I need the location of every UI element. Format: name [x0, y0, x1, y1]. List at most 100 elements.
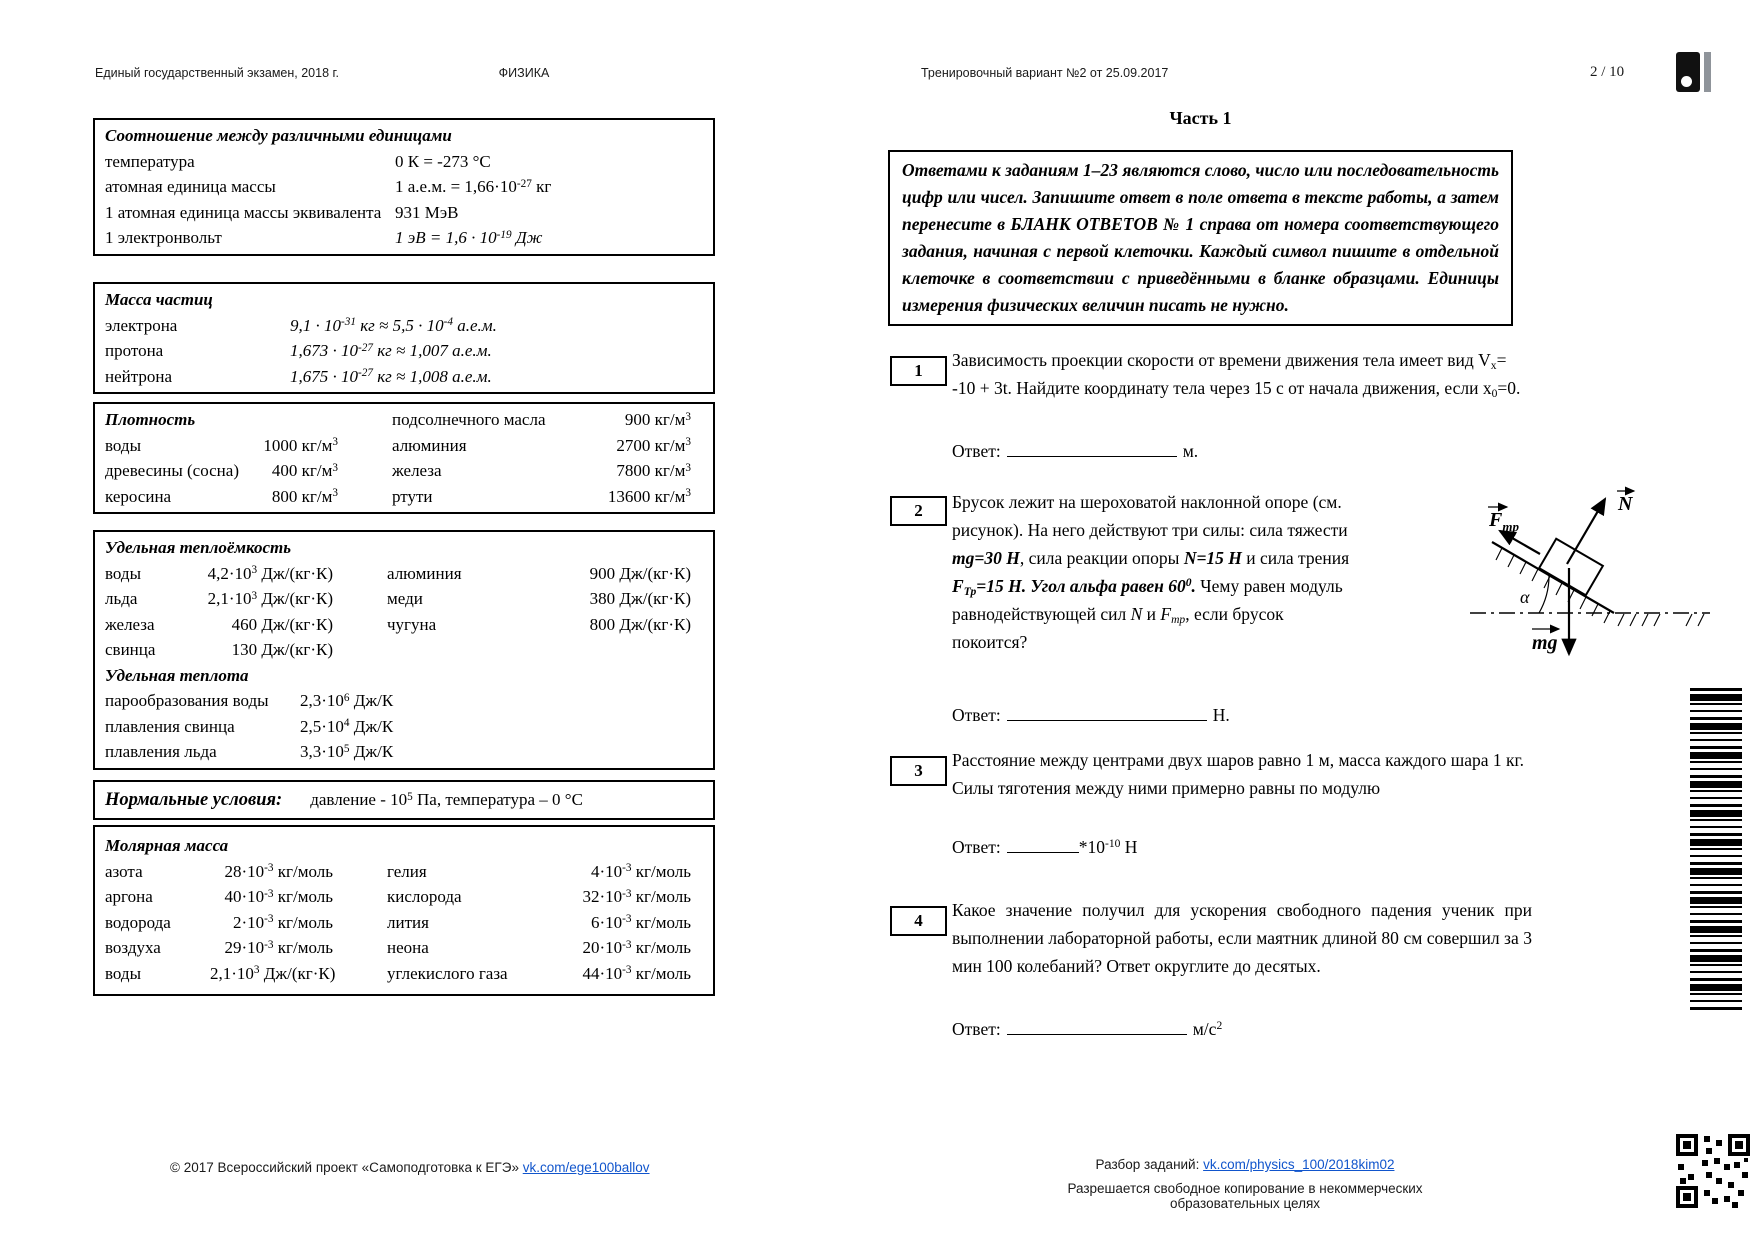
- row-label: чугуна: [387, 614, 437, 634]
- question-1-answer: Ответ: м.: [952, 438, 1198, 462]
- row-label: гелия: [387, 861, 427, 881]
- incline-hatching: [1495, 547, 1705, 627]
- question-2-text: Брусок лежит на шероховатой наклонной оп…: [952, 492, 1350, 652]
- alpha-arc: [1538, 575, 1550, 614]
- row-label: плавления свинца: [105, 716, 235, 736]
- normal-conditions-text: давление - 105 Па, температура – 0 °С: [310, 790, 583, 809]
- gravity-label: mg: [1532, 632, 1558, 654]
- normal-conditions-title: Нормальные условия:: [105, 790, 283, 810]
- row-value: 931 МэВ: [395, 202, 459, 222]
- footer-link-ege100ballov[interactable]: vk.com/ege100ballov: [522, 1160, 650, 1175]
- row-value: 2,5·104 Дж/К: [300, 716, 394, 736]
- force-friction-label: Fтр: [1488, 509, 1519, 534]
- row-value: 6·10-3 кг/моль: [590, 912, 691, 932]
- row-value: 400 кг/м3: [271, 461, 338, 480]
- footer-link-physics100[interactable]: vk.com/physics_100/2018kim02: [1203, 1157, 1395, 1172]
- part1-instruction-box: Ответами к заданиям 1–23 являются слово,…: [888, 150, 1513, 326]
- row-label: меди: [387, 589, 423, 608]
- row-label: железа: [392, 461, 442, 480]
- question-4-text: Какое значение получил для ускорения сво…: [952, 900, 1532, 976]
- row-value: 460 Дж/(кг·К): [231, 614, 333, 634]
- answer-blank: [1006, 438, 1177, 457]
- row-label: водорода: [105, 912, 171, 932]
- row-label: керосина: [105, 486, 172, 506]
- normal-vector: [1566, 497, 1607, 565]
- alpha-label: α: [1520, 587, 1530, 607]
- row-label: льда: [105, 589, 138, 608]
- particle-mass-table: Масса частиц электрона 9,1 · 10-31 кг ≈ 5…: [93, 282, 715, 394]
- row-label: 1 электронвольт: [105, 228, 222, 247]
- header-subject: ФИЗИКА: [498, 66, 550, 80]
- units-table-title: Соотношение между различными единицами: [105, 126, 452, 145]
- row-value: 9,1 · 10-31 кг ≈ 5,5 · 10-4 а.е.м.: [290, 315, 497, 335]
- row-label: кислорода: [387, 887, 462, 906]
- row-value: 1,673 · 10-27 кг ≈ 1,007 а.е.м.: [290, 341, 492, 360]
- answer-unit: *10-10 Н: [1078, 836, 1138, 857]
- row-label: воды: [105, 963, 141, 983]
- molar-mass-title: Молярная масса: [105, 836, 229, 855]
- answer-label: Ответ:: [952, 704, 1001, 725]
- row-label: аргона: [105, 887, 153, 906]
- barcode: [1690, 688, 1742, 1012]
- footer-copyright: © 2017 Всероссийский проект «Самоподгото…: [170, 1160, 650, 1175]
- row-label: алюминия: [392, 435, 467, 455]
- question-2-number: 2: [890, 496, 947, 526]
- row-label: плавления льда: [105, 742, 217, 761]
- footer-task-review: Разбор заданий: vk.com/physics_100/2018k…: [1095, 1157, 1395, 1172]
- row-value: 4·10-3 кг/моль: [590, 861, 691, 881]
- row-label: железа: [105, 614, 155, 634]
- units-table: Соотношение между различными единицами т…: [93, 118, 715, 256]
- particle-mass-title: Масса частиц: [105, 290, 213, 309]
- specific-heat-subtitle: Удельная теплота: [105, 665, 249, 685]
- question-3-text: Расстояние между центрами двух шаров рав…: [952, 750, 1525, 798]
- row-value: 1000 кг/м3: [263, 435, 338, 455]
- row-label: протона: [105, 341, 164, 360]
- density-title: Плотность: [105, 410, 196, 429]
- row-value: 800 кг/м3: [271, 486, 338, 506]
- row-label: воды: [105, 563, 141, 583]
- row-value: 2,1·103 Дж/(кг·К): [210, 963, 336, 983]
- row-value: 20·10-3 кг/моль: [582, 938, 691, 957]
- row-value: 3,3·105 Дж/К: [300, 742, 394, 761]
- incline-line: [1491, 541, 1615, 614]
- question-3-answer: Ответ: *10-10 Н: [952, 834, 1137, 858]
- row-label: воздуха: [105, 938, 161, 957]
- heat-capacity-title: Удельная теплоёмкость: [105, 538, 292, 557]
- row-value: 44·10-3 кг/моль: [582, 963, 691, 983]
- row-label: древесины (сосна): [105, 461, 239, 480]
- answer-label: Ответ:: [952, 836, 1001, 857]
- row-value: 800 Дж/(кг·К): [589, 614, 691, 634]
- logo-bar: [1704, 52, 1711, 92]
- header-exam-title: Единый государственный экзамен, 2018 г.: [95, 66, 340, 80]
- row-label: подсолнечного масла: [392, 410, 546, 429]
- logo-dot: [1681, 76, 1692, 87]
- question-1-number: 1: [890, 356, 947, 386]
- row-label: 1 атомная единица массы эквивалента: [105, 202, 382, 222]
- question-4-answer: Ответ: м/с2: [952, 1016, 1222, 1040]
- friction-vector: [1498, 529, 1541, 555]
- answer-blank: [1006, 834, 1079, 853]
- normal-force-label: N: [1617, 493, 1634, 515]
- row-value: 40·10-3 кг/моль: [224, 887, 333, 906]
- answer-unit: Н.: [1212, 704, 1230, 725]
- row-value: 130 Дж/(кг·К): [231, 640, 333, 659]
- row-value: 2700 кг/м3: [616, 435, 691, 455]
- row-value: 13600 кг/м3: [607, 486, 691, 506]
- question-4-number: 4: [890, 906, 947, 936]
- footer-license-note: Разрешается свободное копирование в неко…: [1067, 1181, 1423, 1211]
- row-label: лития: [387, 912, 429, 932]
- molar-mass-table: Молярная масса азота 28·10-3 кг/моль гелия…: [93, 825, 715, 996]
- normal-conditions-box: Нормальные условия: давление - 105 Па, т…: [93, 780, 715, 820]
- heat-capacity-table: Удельная теплоёмкость воды 4,2·103 Дж/(кг…: [93, 530, 715, 770]
- density-table: Плотность подсолнечного масла 900 кг/м3 …: [93, 402, 715, 514]
- part1-heading: Часть 1: [1169, 108, 1232, 128]
- header-page-number: 2 / 10: [1590, 64, 1625, 80]
- row-value: 1 эВ = 1,6 · 10-19 Дж: [395, 228, 543, 247]
- answer-label: Ответ:: [952, 1018, 1001, 1039]
- row-value: 2·10-3 кг/моль: [232, 912, 333, 932]
- row-value: 4,2·103 Дж/(кг·К): [207, 563, 333, 583]
- row-value: 900 Дж/(кг·К): [589, 563, 691, 583]
- row-value: 900 кг/м3: [624, 410, 691, 429]
- answer-blank: [1006, 702, 1207, 721]
